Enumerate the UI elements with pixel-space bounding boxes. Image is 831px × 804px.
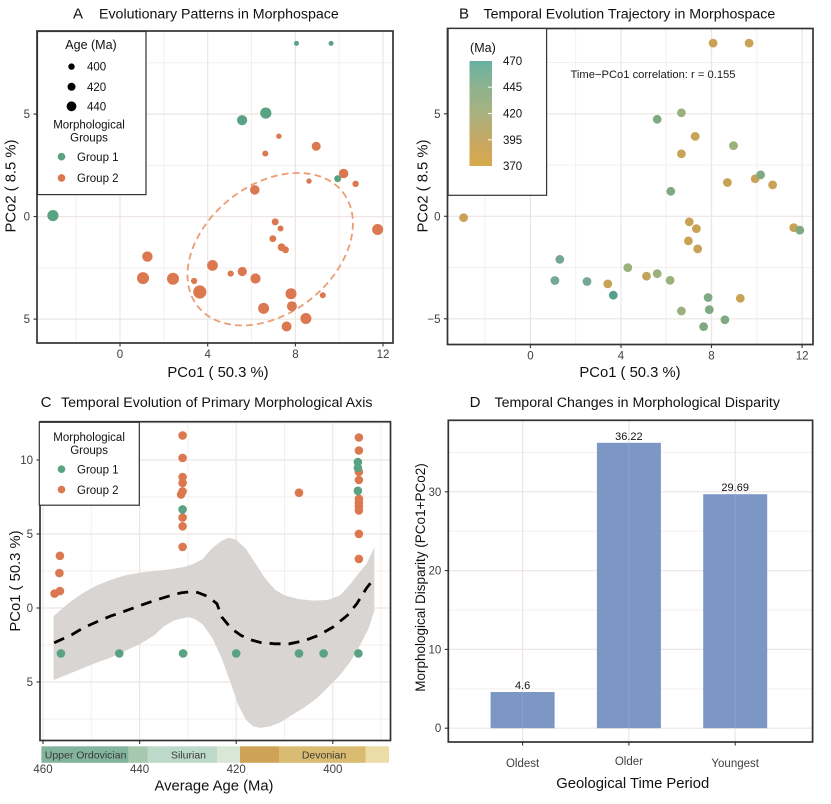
- svg-text:PCo1 ( 50.3 %): PCo1 ( 50.3 %): [167, 365, 268, 381]
- svg-text:20: 20: [429, 566, 442, 578]
- svg-text:Group 1: Group 1: [77, 465, 119, 477]
- svg-text:Oldest: Oldest: [506, 758, 540, 770]
- svg-text:400: 400: [323, 764, 342, 776]
- svg-text:5: 5: [27, 529, 33, 541]
- svg-text:0: 0: [435, 723, 441, 735]
- svg-text:Groups: Groups: [70, 445, 108, 457]
- svg-text:4: 4: [204, 349, 211, 361]
- svg-text:0: 0: [117, 349, 123, 361]
- svg-text:5: 5: [24, 314, 30, 326]
- svg-text:4.6: 4.6: [515, 680, 530, 692]
- svg-text:5: 5: [27, 677, 33, 689]
- svg-text:−5: −5: [427, 314, 440, 326]
- svg-text:Morphological: Morphological: [53, 432, 125, 444]
- svg-text:Youngest: Youngest: [711, 758, 759, 770]
- svg-text:0: 0: [24, 212, 30, 224]
- svg-text:5: 5: [24, 109, 30, 121]
- svg-text:30: 30: [429, 487, 442, 499]
- svg-text:Upper Ordovician: Upper Ordovician: [45, 750, 127, 762]
- svg-text:420: 420: [503, 109, 522, 121]
- svg-text:C: C: [41, 394, 52, 411]
- svg-text:Older: Older: [615, 756, 643, 768]
- svg-text:Geological Time Period: Geological Time Period: [556, 776, 709, 792]
- svg-text:Age (Ma): Age (Ma): [65, 38, 116, 52]
- svg-text:(Ma): (Ma): [470, 41, 496, 55]
- svg-text:420: 420: [87, 82, 106, 94]
- svg-text:5: 5: [434, 109, 440, 121]
- svg-text:Temporal Evolution of Primary: Temporal Evolution of Primary Morphologi…: [61, 395, 372, 411]
- svg-text:0: 0: [434, 211, 440, 223]
- svg-text:420: 420: [227, 764, 246, 776]
- svg-text:460: 460: [33, 764, 52, 776]
- svg-text:4: 4: [618, 351, 625, 363]
- svg-text:Group 1: Group 1: [77, 152, 119, 164]
- svg-text:Devonian: Devonian: [302, 750, 347, 762]
- svg-text:Morphological Disparity (PCo1+: Morphological Disparity (PCo1+PCo2): [413, 463, 428, 691]
- svg-text:370: 370: [503, 161, 522, 173]
- svg-text:36.22: 36.22: [615, 431, 643, 443]
- svg-text:29.69: 29.69: [721, 482, 749, 494]
- svg-text:PCo1 ( 50.3 %): PCo1 ( 50.3 %): [8, 530, 24, 631]
- svg-text:470: 470: [503, 56, 522, 68]
- svg-text:Group 2: Group 2: [77, 485, 119, 497]
- svg-text:D: D: [470, 394, 481, 411]
- svg-text:Time−PCo1 correlation: r = 0.1: Time−PCo1 correlation: r = 0.155: [571, 69, 736, 81]
- svg-text:12: 12: [796, 351, 809, 363]
- svg-text:PCo1 ( 50.3 %): PCo1 ( 50.3 %): [579, 365, 680, 381]
- svg-text:Groups: Groups: [70, 133, 108, 145]
- svg-text:PCo2 ( 8.5 %): PCo2 ( 8.5 %): [4, 139, 20, 232]
- svg-text:395: 395: [503, 135, 522, 147]
- svg-text:8: 8: [708, 351, 714, 363]
- svg-text:0: 0: [27, 603, 33, 615]
- svg-text:Temporal Evolution Trajectory: Temporal Evolution Trajectory in Morphos…: [484, 7, 776, 23]
- svg-text:B: B: [459, 6, 469, 23]
- svg-text:Temporal Changes in Morphologi: Temporal Changes in Morphological Dispar…: [495, 395, 781, 411]
- svg-text:A: A: [73, 6, 83, 23]
- svg-text:Group 2: Group 2: [77, 173, 119, 185]
- svg-text:Silurian: Silurian: [171, 750, 206, 762]
- svg-text:445: 445: [503, 82, 522, 94]
- svg-text:Morphological: Morphological: [53, 120, 125, 132]
- svg-text:12: 12: [377, 349, 390, 361]
- svg-text:PCo2 ( 8.5 %): PCo2 ( 8.5 %): [416, 139, 432, 232]
- svg-text:Evolutionary Patterns in Morph: Evolutionary Patterns in Morphospace: [99, 7, 339, 23]
- svg-text:0: 0: [527, 351, 533, 363]
- svg-text:8: 8: [292, 349, 298, 361]
- svg-text:440: 440: [130, 764, 149, 776]
- svg-text:10: 10: [20, 455, 33, 467]
- svg-text:440: 440: [87, 101, 106, 113]
- svg-text:400: 400: [87, 62, 106, 74]
- svg-text:Average Age (Ma): Average Age (Ma): [155, 779, 274, 795]
- svg-text:10: 10: [429, 644, 442, 656]
